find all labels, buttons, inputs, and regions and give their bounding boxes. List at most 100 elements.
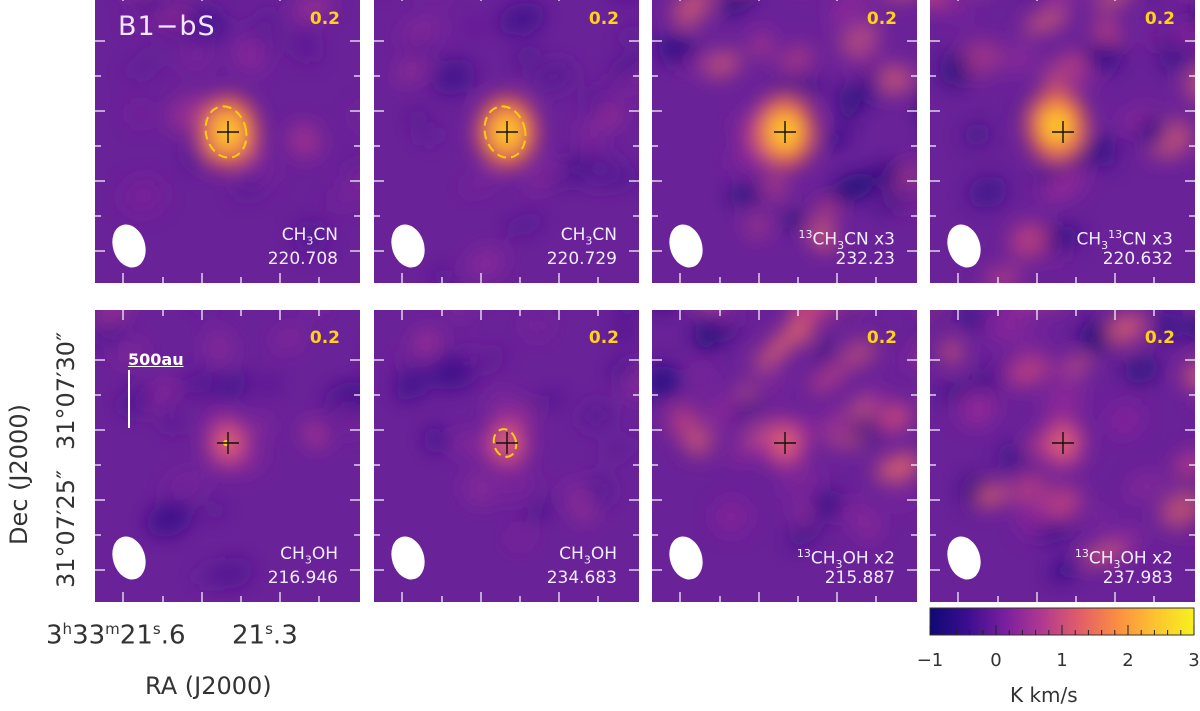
noise-blob [146,500,193,537]
noise-blob [770,331,796,352]
noise-blob [464,471,496,505]
noise-blob [303,421,327,449]
axis-ticks [652,0,917,283]
noise-blob [1009,474,1048,505]
molecule-part: CH [810,548,836,569]
molecule-part: CH [812,229,838,250]
noise-blob [967,175,1008,209]
scale-factor: x2 [874,548,895,569]
noise-blob [234,38,266,73]
noise-field [930,310,1195,580]
noise-blob [1159,42,1186,74]
noise-blob [1069,68,1104,87]
noise-blob [326,189,360,207]
axis-ticks [652,310,917,602]
emission-map [95,0,360,283]
noise-blob [791,310,836,323]
noise-blob [1036,154,1075,184]
noise-blob [1010,222,1049,259]
noise-blob [897,192,917,211]
source-position-cross [1052,432,1074,454]
noise-blob [273,326,304,350]
noise-blob [984,357,1024,382]
noise-blob [833,172,876,202]
isotope-superscript: 13 [798,228,813,241]
noise-blob [163,469,209,499]
noise-blob [1008,354,1050,387]
noise-blob [466,19,486,36]
noise-blob [579,137,604,157]
noise-blob [394,378,421,402]
noise-blob [783,209,805,231]
noise-blob [750,27,772,45]
frequency-label: 220.632 [1102,249,1173,269]
emission-map [652,0,917,283]
molecule-part: OH [1120,548,1147,569]
noise-blob [1152,311,1182,341]
noise-blob [160,403,185,436]
noise-blob [940,340,962,363]
colorbar-tick-label: 2 [1122,650,1134,671]
noise-blob [293,0,333,18]
noise-field [652,310,917,548]
colorbar-tick-label: 0 [990,650,1002,671]
noise-blob [293,219,329,254]
dec-tick-label-upper: 31°07′30″ [52,331,80,450]
frequency-label: 220.729 [546,249,617,269]
noise-blob [860,72,883,104]
noise-blob [1066,356,1091,377]
noise-blob [957,310,985,334]
noise-blob [852,8,881,26]
molecule-label: CH3OH [559,542,617,572]
noise-blob [466,248,505,278]
noise-blob [178,39,216,74]
noise-blob [247,417,273,438]
ra-tick-label-second: 21s.3 [232,620,298,651]
beam-ellipse [112,224,146,268]
noise-blob [821,408,853,441]
beam-ellipse [669,536,703,580]
noise-blob [1042,486,1082,520]
source-position-cross [496,432,518,454]
noise-blob [1049,561,1080,580]
noise-blob [880,65,911,94]
contour-level [483,105,527,159]
noise-blob [1144,20,1167,49]
colorbar-ticks [929,625,1195,635]
noise-field [657,0,917,251]
noise-blob [904,350,917,368]
molecule-part: CN [313,225,338,245]
noise-blob [693,366,711,388]
frequency-label: 234.683 [546,568,617,588]
noise-blob [395,60,426,82]
noise-blob [209,557,254,590]
noise-blob [399,16,443,49]
molecule-label: 13CH3CN x3 [798,223,895,258]
noise-blob [763,369,784,397]
noise-blob [122,177,165,214]
dec-axis-label: Dec (J2000) [5,404,33,545]
map-panel: 0.2 CH3OH 234.683 [374,310,639,602]
noise-blob [837,106,861,121]
beam-ellipse [947,536,981,580]
beam-ellipse [669,224,703,268]
scale-factor: x2 [1152,548,1173,569]
molecule-part: CH [1076,229,1102,250]
noise-blob [323,382,360,405]
noise-blob [930,310,938,322]
noise-blob [713,310,738,327]
noise-blob [886,490,917,510]
noise-blob [842,340,877,367]
noise-blob [764,172,787,200]
axis-ticks [95,0,360,283]
noise-blob [772,81,792,96]
scale-bar: 500au [128,350,184,428]
noise-blob [432,58,476,96]
noise-blob [203,500,228,521]
noise-blob [424,426,443,443]
noise-blob [983,266,1022,283]
frequency-label: 215.887 [824,568,895,588]
map-panel: 0.2 13CH3OH x2 215.887 [652,310,917,602]
scale-bar-label: 500au [128,350,184,369]
molecule-subscript: 3 [835,558,843,572]
